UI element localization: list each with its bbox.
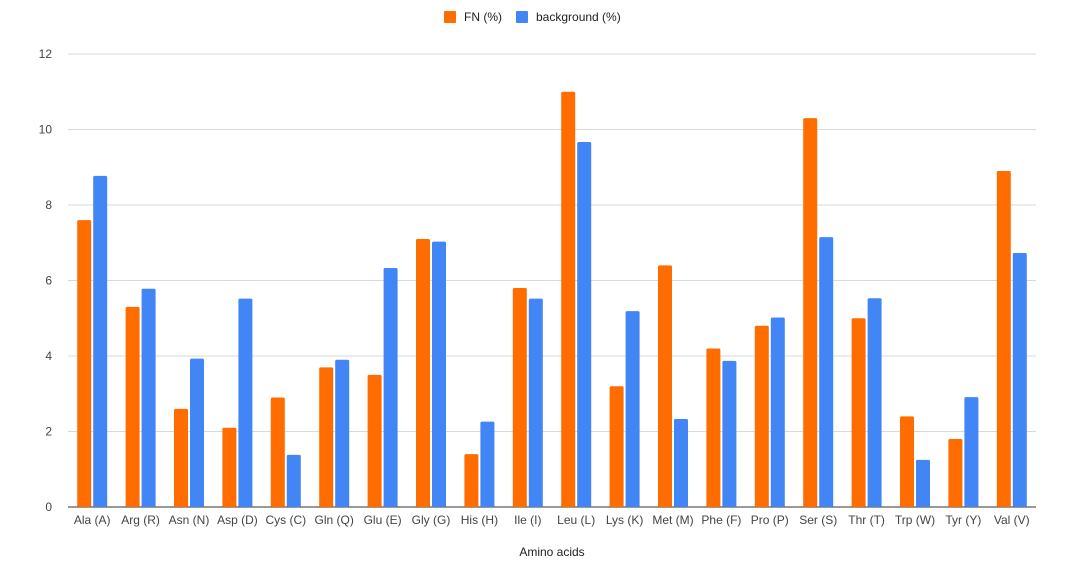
bar-fn xyxy=(996,171,1011,507)
bar-background xyxy=(528,298,543,507)
y-tick-label: 8 xyxy=(45,198,52,212)
bar-background xyxy=(1012,252,1027,507)
bar-background xyxy=(964,397,979,507)
x-tick-label: His (H) xyxy=(461,513,498,527)
bar-fn xyxy=(561,91,576,507)
bar-background xyxy=(335,359,350,507)
x-tick-label: Trp (W) xyxy=(895,513,935,527)
bar-fn xyxy=(512,288,527,507)
x-tick-label: Thr (T) xyxy=(848,513,885,527)
bar-fn xyxy=(270,397,285,507)
bar-background xyxy=(916,459,930,507)
bar-background xyxy=(286,454,301,507)
x-tick-label: Lys (K) xyxy=(606,513,644,527)
bar-fn xyxy=(77,220,92,507)
bar-background xyxy=(674,419,688,507)
bar-background xyxy=(432,241,446,507)
y-tick-label: 10 xyxy=(39,123,53,137)
bar-fn xyxy=(319,367,334,507)
bar-background xyxy=(577,141,592,507)
bar-background xyxy=(93,175,108,507)
bar-fn xyxy=(367,374,382,507)
bar-fn xyxy=(948,439,963,507)
bar-fn xyxy=(464,454,479,507)
legend-swatch-fn xyxy=(444,11,456,23)
x-tick-label: Asn (N) xyxy=(169,513,210,527)
y-tick-label: 12 xyxy=(39,47,53,61)
bar-fn xyxy=(851,318,866,507)
x-axis-title: Amino acids xyxy=(519,545,584,559)
legend-label-background: background (%) xyxy=(536,10,621,24)
x-tick-label: Glu (E) xyxy=(364,513,402,527)
bar-background xyxy=(190,358,204,507)
x-tick-label: Ser (S) xyxy=(799,513,837,527)
bar-background xyxy=(819,237,834,507)
y-tick-label: 4 xyxy=(45,349,52,363)
bar-background xyxy=(480,421,495,507)
bar-fn xyxy=(609,386,624,507)
bar-fn xyxy=(174,408,188,507)
y-tick-label: 0 xyxy=(45,500,52,514)
bar-background xyxy=(238,298,253,507)
x-tick-label: Gly (G) xyxy=(412,513,451,527)
bar-fn xyxy=(658,265,672,507)
bar-background xyxy=(722,360,737,507)
x-tick-label: Asp (D) xyxy=(217,513,258,527)
bar-fn xyxy=(125,306,140,507)
bar-background xyxy=(625,311,640,507)
y-tick-label: 6 xyxy=(45,274,52,288)
x-tick-label: Leu (L) xyxy=(557,513,595,527)
x-tick-label: Ala (A) xyxy=(74,513,111,527)
bar-background xyxy=(867,298,882,507)
x-tick-label: Val (V) xyxy=(994,513,1030,527)
x-tick-label: Gln (Q) xyxy=(315,513,354,527)
x-tick-label: Tyr (Y) xyxy=(945,513,981,527)
x-tick-label: Ile (I) xyxy=(514,513,541,527)
x-tick-label: Arg (R) xyxy=(121,513,160,527)
bar-background xyxy=(770,317,785,507)
x-tick-label: Cys (C) xyxy=(265,513,306,527)
x-tick-label: Pro (P) xyxy=(751,513,789,527)
bar-fn xyxy=(706,348,721,507)
x-tick-label: Phe (F) xyxy=(701,513,741,527)
bar-fn xyxy=(803,118,818,508)
bar-fn xyxy=(900,416,914,507)
x-tick-label: Met (M) xyxy=(652,513,693,527)
bar-background xyxy=(141,288,156,507)
y-tick-label: 2 xyxy=(45,425,52,439)
bar-fn xyxy=(754,325,769,507)
bar-fn xyxy=(416,238,430,507)
legend-label-fn: FN (%) xyxy=(464,10,502,24)
bar-background xyxy=(383,268,398,507)
legend-swatch-background xyxy=(516,11,528,23)
bar-fn xyxy=(222,427,237,507)
